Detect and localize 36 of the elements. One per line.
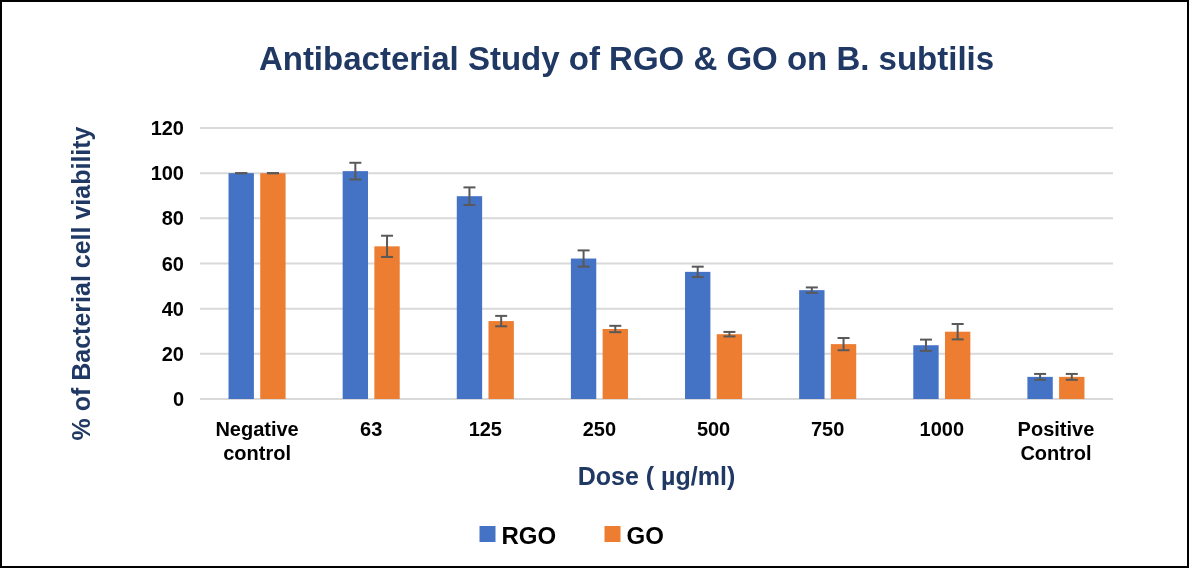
bar [1059, 376, 1085, 399]
legend-label: GO [626, 522, 664, 550]
y-tick-label: 20 [161, 342, 184, 365]
y-tick-label: 0 [172, 388, 184, 410]
y-tick-label: 100 [150, 162, 184, 185]
bar [1027, 376, 1053, 399]
bar [342, 171, 369, 399]
bar [799, 290, 825, 399]
x-tick-label: Negative control [215, 418, 299, 464]
bar [570, 258, 597, 399]
y-axis-title: % of Bacterial cell viability [67, 126, 95, 441]
x-tick-label: 500 [696, 418, 731, 440]
chart-title: Antibacterial Study of RGO & GO on B. subtilis [258, 40, 995, 77]
bar [716, 334, 743, 399]
y-tick-label: 60 [161, 252, 184, 275]
x-tick-label: 1000 [919, 418, 965, 440]
x-tick-label: 250 [582, 418, 617, 440]
x-tick-label: 750 [811, 418, 845, 440]
bar [456, 196, 483, 399]
bar [602, 328, 628, 399]
bar [685, 271, 711, 399]
bar [830, 344, 857, 399]
bar [913, 345, 939, 399]
x-tick-label: Positive Control [1017, 418, 1095, 464]
x-axis-title: Dose ( µg/ml) [577, 462, 736, 490]
x-tick-label: 63 [360, 418, 383, 440]
y-tick-label: 80 [161, 207, 184, 230]
legend-label: RGO [501, 522, 557, 550]
bar [944, 331, 971, 399]
y-tick-label: 120 [150, 117, 184, 139]
bar [374, 246, 400, 399]
x-tick-label: 125 [468, 418, 502, 440]
bar [488, 321, 514, 399]
bar [228, 173, 254, 399]
y-tick-label: 40 [161, 297, 184, 320]
bar [260, 173, 286, 399]
